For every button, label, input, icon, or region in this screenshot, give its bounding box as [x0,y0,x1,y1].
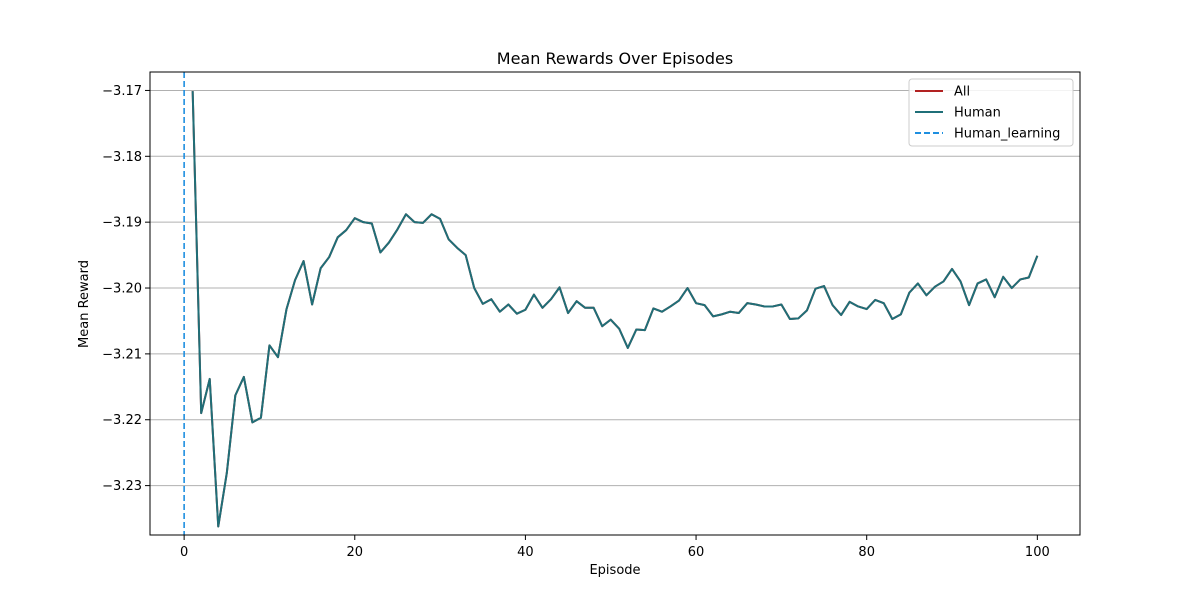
x-tick-label: 100 [1025,545,1050,560]
x-axis-label: Episode [589,563,640,578]
y-tick-label: −3.18 [102,150,142,165]
y-tick-label: −3.20 [102,282,142,297]
y-tick-label: −3.17 [102,84,142,99]
grid-lines [150,89,1080,487]
legend: All Human Human_learning [908,78,1074,147]
legend-box [908,78,1074,147]
x-tick-label: 80 [858,545,875,560]
plot-frame [149,71,1081,536]
y-axis-ticks: −3.23 −3.22 −3.21 −3.20 −3.19 −3.18 −3.17 [102,84,150,494]
x-tick-label: 20 [346,545,363,560]
y-tick-label: −3.21 [102,347,142,362]
x-axis-ticks: 0 20 40 60 80 100 [180,535,1050,560]
y-axis-label: Mean Reward [77,260,92,348]
x-tick-label: 40 [517,545,534,560]
legend-label-all: All [954,85,970,100]
series-layer [183,72,1039,535]
legend-label-human: Human [954,106,1001,121]
series-line-human [191,91,1039,528]
legend-label-human-learning: Human_learning [954,127,1060,142]
y-tick-label: −3.22 [102,413,142,428]
x-tick-label: 0 [180,545,188,560]
x-tick-label: 60 [688,545,705,560]
y-tick-label: −3.23 [102,479,142,494]
chart-title: Mean Rewards Over Episodes [497,49,733,68]
y-tick-label: −3.19 [102,216,142,231]
